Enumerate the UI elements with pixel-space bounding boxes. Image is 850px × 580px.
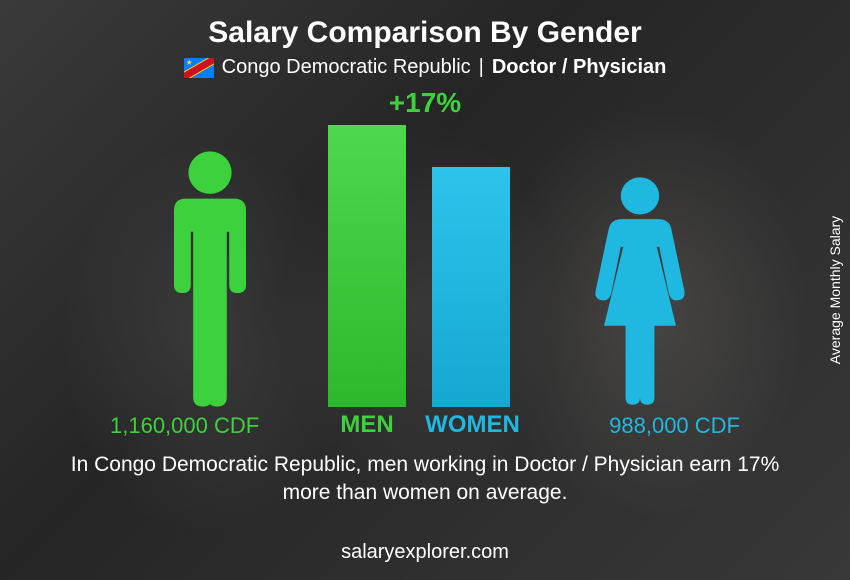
- female-figure-icon: [580, 175, 700, 412]
- infographic-content: Salary Comparison By Gender Congo Democr…: [0, 0, 850, 580]
- male-salary-value: 1,160,000 CDF: [110, 413, 259, 439]
- profession-name: Doctor / Physician: [492, 56, 667, 79]
- y-axis-label: Average Monthly Salary: [827, 216, 843, 364]
- male-figure-icon: [150, 149, 270, 414]
- difference-label: +17%: [389, 87, 461, 119]
- female-bar: [432, 167, 510, 407]
- flag-icon: [184, 58, 214, 78]
- female-salary-value: 988,000 CDF: [609, 413, 740, 439]
- male-label: MEN: [322, 411, 412, 439]
- footer-source: salaryexplorer.com: [341, 541, 509, 564]
- separator: |: [479, 56, 484, 79]
- y-axis-label-wrap: Average Monthly Salary: [820, 0, 850, 580]
- male-bar: [328, 125, 406, 407]
- subtitle: Congo Democratic Republic | Doctor / Phy…: [184, 56, 667, 79]
- country-name: Congo Democratic Republic: [222, 56, 471, 79]
- chart-area: +17% 1,160,000 CDF MEN WOMEN 988,000 CDF: [0, 87, 850, 447]
- description-text: In Congo Democratic Republic, men workin…: [65, 451, 785, 508]
- female-label: WOMEN: [420, 411, 525, 439]
- page-title: Salary Comparison By Gender: [208, 16, 641, 50]
